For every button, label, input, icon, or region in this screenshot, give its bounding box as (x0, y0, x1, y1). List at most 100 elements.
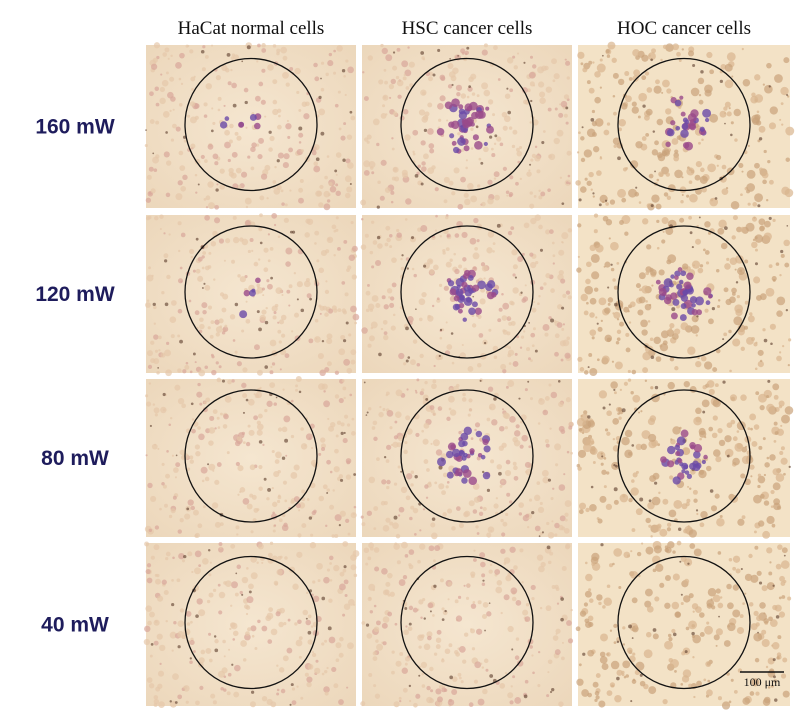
cell-speck (249, 237, 254, 242)
cell-speck (466, 95, 470, 99)
cell-speck (242, 441, 246, 444)
cell-speck (396, 560, 401, 565)
cell-speck (659, 528, 668, 537)
micrograph-panel (145, 213, 360, 377)
cell-speck (783, 57, 790, 64)
cell-speck (245, 631, 250, 637)
cell-speck (298, 132, 304, 138)
cell-speck (635, 661, 645, 671)
irradiation-circle (617, 555, 751, 690)
cell-speck (575, 180, 581, 186)
cell-speck (742, 78, 751, 87)
cell-speck (204, 55, 209, 59)
cell-speck (488, 569, 493, 574)
cell-speck (283, 153, 290, 160)
cell-speck (584, 590, 592, 598)
cell-speck (739, 614, 744, 619)
cell-speck (604, 334, 613, 343)
cell-speck (685, 626, 690, 631)
dark-speck (650, 204, 654, 208)
cell-speck (638, 411, 641, 414)
cell-speck (257, 619, 261, 624)
cell-speck (753, 632, 763, 642)
cell-speck (460, 176, 466, 183)
cell-speck (641, 285, 650, 294)
cell-speck (538, 294, 541, 298)
cell-speck (394, 176, 400, 182)
cell-speck (751, 441, 758, 447)
cell-speck (399, 651, 404, 656)
dark-speck (770, 342, 773, 346)
cell-speck (556, 129, 564, 137)
cell-speck (507, 692, 514, 699)
cell-speck (667, 541, 675, 549)
cell-speck (205, 206, 209, 209)
cell-speck (376, 457, 380, 461)
cell-speck (769, 454, 776, 461)
cell-speck (441, 687, 447, 693)
cell-speck (540, 191, 546, 197)
dark-speck (420, 182, 424, 186)
cell-speck (606, 410, 612, 417)
cell-speck (674, 169, 683, 179)
cell-speck (422, 58, 426, 61)
cell-speck (612, 137, 621, 145)
cell-speck (503, 412, 511, 420)
cell-speck (662, 230, 665, 233)
dark-speck (523, 61, 526, 64)
cell-speck (507, 353, 512, 358)
cell-speck (530, 158, 534, 162)
cell-speck (769, 179, 774, 185)
cell-speck (532, 327, 536, 331)
cell-speck (663, 393, 666, 396)
cell-speck (389, 96, 392, 99)
cell-speck (335, 152, 342, 158)
cell-speck (714, 383, 719, 388)
cell-speck (386, 288, 393, 294)
cell-speck (554, 522, 560, 529)
cell-speck (163, 589, 169, 595)
cell-speck (539, 606, 543, 610)
cell-speck (594, 96, 601, 104)
cell-speck (344, 93, 347, 97)
cell-speck (325, 524, 328, 528)
cell-speck (524, 679, 529, 684)
cell-speck (533, 300, 536, 304)
cell-speck (528, 445, 532, 449)
cell-speck (754, 234, 764, 243)
cell-speck (302, 609, 309, 616)
cell-speck (717, 696, 722, 701)
cell-speck (269, 135, 275, 142)
cell-speck (402, 108, 409, 115)
cell-speck (427, 635, 432, 641)
cell-speck (177, 631, 185, 638)
dark-speck (590, 118, 595, 122)
cell-speck (209, 415, 215, 421)
cell-speck (716, 164, 719, 167)
cell-speck (324, 669, 328, 674)
cell-speck (366, 633, 373, 639)
cell-speck (766, 62, 772, 69)
cell-speck (549, 551, 554, 556)
cell-speck (423, 153, 429, 160)
cell-speck (747, 576, 752, 581)
cell-speck (420, 661, 428, 669)
cell-speck (586, 301, 589, 305)
cell-speck (146, 677, 153, 683)
cell-speck (144, 143, 148, 148)
stained-cell (683, 464, 689, 470)
cell-speck (404, 441, 408, 445)
cell-speck (461, 429, 464, 433)
cell-speck (271, 213, 278, 219)
dark-speck (468, 85, 472, 89)
cell-speck (516, 150, 523, 157)
cell-speck (282, 480, 288, 485)
cell-speck (219, 325, 223, 328)
dark-speck (152, 152, 155, 155)
cell-speck (211, 107, 214, 110)
cell-speck (550, 497, 554, 501)
cell-speck (250, 572, 258, 580)
dark-speck (654, 481, 658, 485)
cell-speck (673, 155, 680, 162)
irradiation-circle (184, 57, 318, 192)
